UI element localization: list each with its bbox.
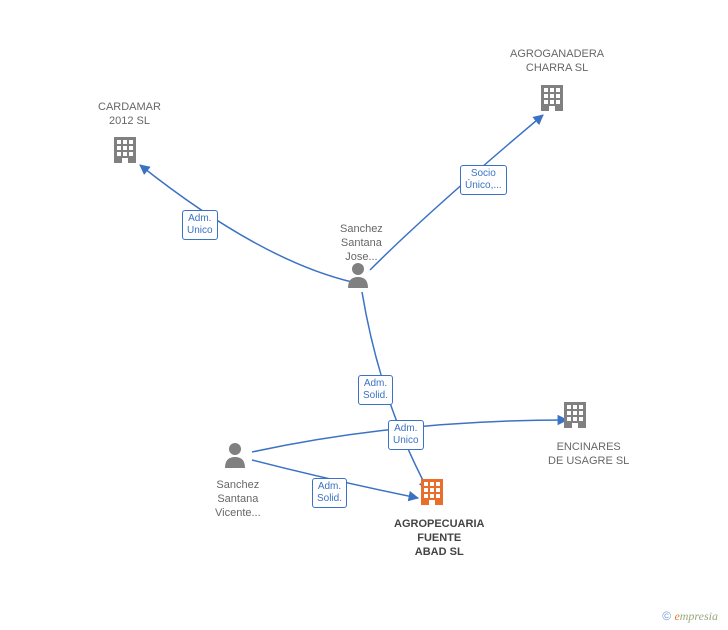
node-sanchez_jose[interactable] [346, 262, 370, 293]
node-encinares[interactable] [560, 400, 590, 435]
node-agroganadera[interactable] [537, 83, 567, 118]
node-label-sanchez_jose: Sanchez Santana Jose... [340, 222, 383, 264]
edge-label-1: Socio Único,... [460, 165, 507, 195]
node-label-agropecuaria: AGROPECUARIA FUENTE ABAD SL [394, 517, 484, 559]
edge-label-0: Adm. Unico [182, 210, 218, 240]
edge-1 [370, 115, 543, 270]
node-sanchez_vicente[interactable] [223, 442, 247, 473]
copyright-symbol: © [662, 609, 671, 623]
edge-label-4: Adm. Unico [388, 420, 424, 450]
node-label-encinares: ENCINARES DE USAGRE SL [548, 440, 629, 468]
edge-0 [140, 165, 352, 282]
edge-label-2: Adm. Solid. [358, 375, 393, 405]
node-label-sanchez_vicente: Sanchez Santana Vicente... [215, 478, 261, 520]
node-label-agroganadera: AGROGANADERA CHARRA SL [510, 47, 604, 75]
copyright-notice: © empresia [662, 609, 718, 624]
edge-label-3: Adm. Solid. [312, 478, 347, 508]
node-label-cardamar: CARDAMAR 2012 SL [98, 100, 161, 128]
node-cardamar[interactable] [110, 135, 140, 170]
diagram-canvas [0, 0, 728, 630]
node-agropecuaria[interactable] [417, 477, 447, 512]
copyright-word: empresia [674, 609, 718, 623]
